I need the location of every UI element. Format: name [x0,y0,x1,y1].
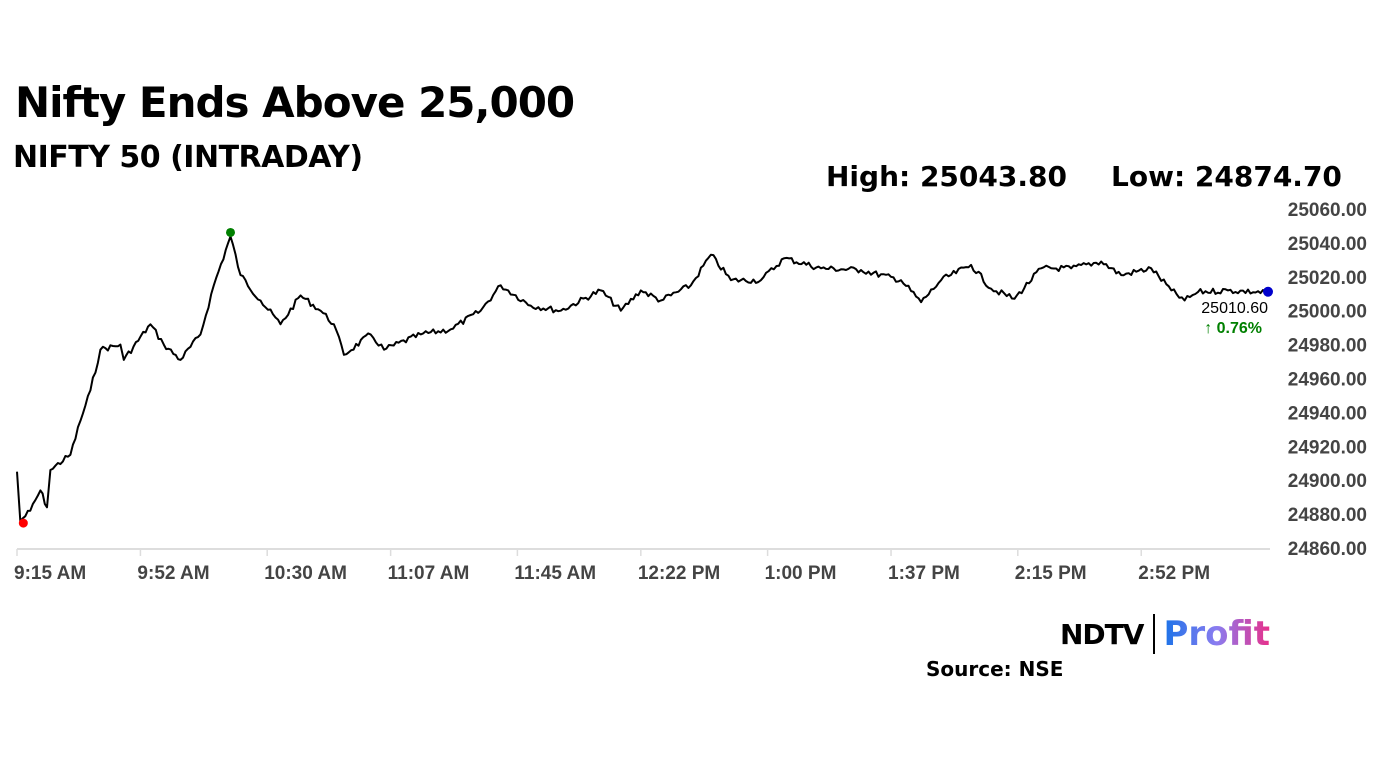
y-tick-label: 24860.00 [1288,539,1367,560]
logo-divider [1153,614,1156,654]
page-title: Nifty Ends Above 25,000 [15,78,575,127]
y-tick-label: 25040.00 [1288,234,1367,255]
last-marker [1263,286,1273,297]
y-tick-label: 25020.00 [1288,268,1367,289]
ndtv-profit-logo: NDTV Profit [1060,612,1270,656]
low-value: Low: 24874.70 [1111,160,1342,193]
y-tick-label: 24940.00 [1288,403,1367,424]
y-tick-label: 24960.00 [1288,370,1367,391]
x-tick-label: 2:15 PM [1015,563,1087,584]
x-tick-label: 10:30 AM [264,563,347,584]
y-tick-label: 25060.00 [1288,200,1367,221]
y-tick-label: 24980.00 [1288,336,1367,357]
high-marker [226,227,236,237]
y-tick-label: 24880.00 [1288,505,1367,526]
x-tick-label: 11:07 AM [388,563,470,584]
y-tick-label: 25000.00 [1288,302,1367,323]
low-marker [18,518,28,528]
x-tick-label: 9:15 AM [14,563,86,584]
y-tick-label: 24900.00 [1288,471,1367,492]
x-tick-label: 1:37 PM [888,563,960,584]
last-value-label: 25010.60 [1201,300,1268,317]
change-percent: ↑ 0.76% [1204,320,1262,337]
source-note: Source: NSE [926,657,1064,681]
x-tick-label: 2:52 PM [1138,563,1210,584]
chart-subtitle: NIFTY 50 (INTRADAY) [13,140,363,175]
high-value: High: 25043.80 [826,160,1067,193]
price-line [16,235,1269,522]
x-tick-label: 11:45 AM [514,563,596,584]
profit-logo-text: Profit [1163,614,1270,654]
x-tick-label: 9:52 AM [137,563,209,584]
x-tick-label: 12:22 PM [638,563,720,584]
x-tick-label: 1:00 PM [765,563,837,584]
ndtv-logo-text: NDTV [1060,617,1144,651]
y-tick-label: 24920.00 [1288,437,1367,458]
